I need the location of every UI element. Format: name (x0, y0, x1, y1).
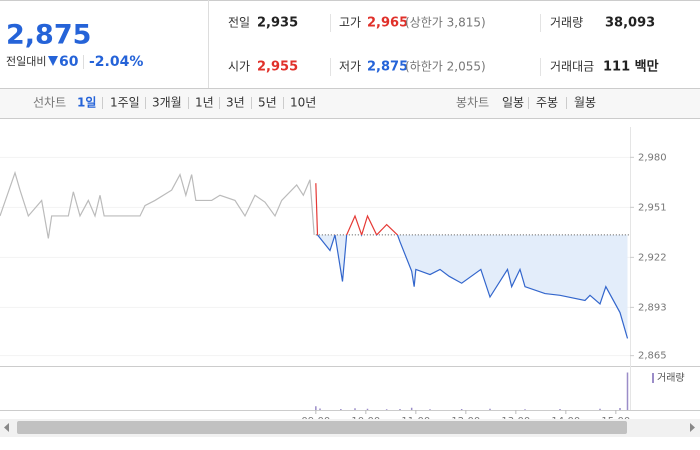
volume-bar (619, 408, 621, 410)
price-line (315, 183, 629, 339)
info-value: 2,875 (367, 60, 408, 75)
info-label: 전일 (228, 16, 250, 30)
volume-bar (385, 409, 388, 410)
down-arrow-icon (48, 56, 58, 66)
info-label: 저가 (339, 60, 361, 74)
volume-bar (429, 409, 431, 410)
volume-bar (626, 372, 629, 410)
volume-bar (399, 409, 401, 410)
price-line (0, 170, 315, 239)
legend-swatch (652, 373, 654, 383)
volume-bar (366, 408, 369, 410)
scroll-left[interactable] (4, 423, 9, 432)
tab[interactable]: 주봉 (536, 96, 558, 110)
tab[interactable]: 10년 (290, 96, 316, 110)
info-value: 111 백만 (603, 59, 659, 75)
price: 2,875 (6, 20, 91, 51)
y-tick-label: 2,922 (638, 252, 667, 263)
tab-bar (0, 89, 700, 118)
info-note: (상한가 3,815) (405, 16, 486, 30)
tab[interactable]: 3개월 (152, 96, 182, 110)
info-label: 거래량 (550, 16, 583, 30)
change: 60 (59, 54, 79, 70)
volume-bar (489, 408, 491, 410)
volume-bar (524, 409, 526, 410)
info-label: 고가 (339, 16, 361, 30)
y-tick-label: 2,893 (638, 302, 667, 313)
scroll-right[interactable] (690, 423, 695, 432)
volume-bar (599, 408, 601, 410)
tab[interactable]: 5년 (258, 96, 277, 110)
change-rate: -2.04% (89, 54, 143, 70)
tab[interactable]: 1일 (77, 96, 96, 110)
volume-bar (354, 408, 356, 410)
volume-bar (410, 407, 413, 410)
info-label: 거래대금 (550, 60, 594, 74)
tab[interactable]: 3년 (226, 96, 245, 110)
scrollbar-thumb[interactable] (17, 421, 627, 434)
info-value: 2,965 (367, 16, 408, 31)
volume-bar (460, 409, 463, 410)
tab[interactable]: 1년 (195, 96, 214, 110)
volume-bar (319, 408, 321, 410)
legend-label: 거래량 (657, 372, 685, 384)
info-label: 시가 (228, 60, 250, 74)
volume-bar (559, 409, 561, 410)
y-tick-label: 2,951 (638, 202, 667, 213)
tab-group-label: 선차트 (33, 96, 66, 110)
area (315, 234, 628, 339)
tab[interactable]: 월봉 (574, 96, 596, 110)
info-value: 38,093 (605, 16, 655, 31)
tab[interactable]: 일봉 (502, 96, 524, 110)
info-value: 2,935 (257, 16, 298, 31)
volume-bar (340, 409, 342, 410)
info-value: 2,955 (257, 60, 298, 75)
change-label: 전일대비 (6, 54, 46, 68)
tab[interactable]: 1주일 (110, 96, 140, 110)
y-tick-label: 2,865 (638, 351, 667, 362)
y-tick-label: 2,980 (638, 152, 667, 163)
info-note: (하한가 2,055) (405, 60, 486, 74)
tab-group-label: 봉차트 (456, 96, 489, 110)
volume-bar (315, 406, 317, 410)
